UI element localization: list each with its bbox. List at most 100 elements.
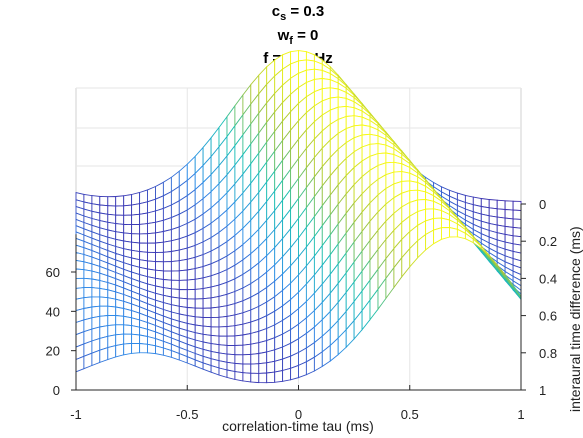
mesh-cell xyxy=(361,124,371,136)
mesh-cell xyxy=(512,218,522,229)
mesh-cell xyxy=(321,77,331,90)
mesh-cell xyxy=(353,115,363,127)
mesh-cell xyxy=(131,233,141,244)
mesh-cell xyxy=(512,226,522,238)
z-tick-label: 20 xyxy=(46,344,60,359)
mesh-cell xyxy=(131,203,141,216)
mesh-cell xyxy=(393,161,403,173)
mesh-cell xyxy=(147,343,156,355)
mesh-cell xyxy=(202,307,212,319)
mesh-cell xyxy=(170,288,180,299)
mesh-cell xyxy=(147,232,156,244)
x-tick-label: 1 xyxy=(517,407,524,422)
mesh-cell xyxy=(194,277,204,290)
mesh-cell xyxy=(202,317,212,328)
mesh-cell xyxy=(234,323,244,337)
x-tick-label: -0.5 xyxy=(176,407,198,422)
y-tick-label: 0.8 xyxy=(539,346,557,361)
mesh-cell xyxy=(234,371,244,382)
mesh-cell xyxy=(75,287,85,300)
mesh-cell xyxy=(194,298,204,309)
mesh-cell xyxy=(218,335,228,346)
mesh-cell xyxy=(170,279,180,290)
mesh-cell xyxy=(139,343,148,354)
mesh-cell xyxy=(139,201,148,215)
axes: -1 -0.5 0 0.5 1 0 20 40 60 0 0.2 0.4 0.6 0.8 1 xyxy=(46,197,558,422)
mesh-cell xyxy=(250,363,260,374)
mesh-cell xyxy=(99,287,109,299)
mesh-cell xyxy=(123,193,133,207)
mesh-cell xyxy=(218,305,228,318)
mesh-cell xyxy=(194,288,204,300)
mesh-cell xyxy=(139,212,148,225)
mesh-cell xyxy=(91,296,101,308)
mesh-cell xyxy=(250,372,260,384)
mesh-cell xyxy=(147,242,156,253)
mesh-cell xyxy=(250,342,260,355)
mesh-cell xyxy=(75,355,85,373)
mesh-cell xyxy=(115,306,125,317)
mesh-cell xyxy=(115,315,125,326)
mesh-cell xyxy=(139,242,148,253)
z-tick-label: 40 xyxy=(46,304,60,319)
mesh-cell xyxy=(162,261,172,272)
mesh-cell xyxy=(83,296,93,310)
mesh-cell xyxy=(234,344,244,356)
mesh-cell xyxy=(210,295,220,309)
mesh-cell xyxy=(123,204,133,216)
x-tick-label: -1 xyxy=(70,407,82,422)
mesh-cell xyxy=(107,345,117,361)
mesh-cell xyxy=(162,270,172,281)
y-tick-label: 0.2 xyxy=(539,234,557,249)
mesh-cell xyxy=(496,208,506,219)
chart-title-line2: wf = 0 xyxy=(277,27,319,47)
mesh-cell xyxy=(385,152,395,164)
mesh-cell xyxy=(417,189,427,201)
mesh-cell xyxy=(258,372,268,384)
mesh-cell xyxy=(131,191,141,206)
mesh-cell xyxy=(250,330,260,345)
mesh-cell xyxy=(226,325,236,337)
mesh-cell xyxy=(170,270,180,281)
mesh-cell xyxy=(512,209,522,220)
surface-mesh xyxy=(75,50,522,384)
mesh-cell xyxy=(226,335,236,346)
mesh-cell xyxy=(298,50,307,62)
mesh-cell xyxy=(194,266,204,280)
mesh-cell xyxy=(242,363,252,374)
mesh-cell xyxy=(433,227,442,245)
y-tick-label: 0.4 xyxy=(539,271,557,286)
mesh-cell xyxy=(99,305,109,317)
mesh-cell xyxy=(107,297,117,308)
mesh-cell xyxy=(155,251,164,263)
mesh-cell xyxy=(91,287,101,298)
mesh-cell xyxy=(504,200,514,211)
chart-title-line1: cs = 0.3 xyxy=(272,3,324,23)
mesh-cell xyxy=(186,278,196,291)
mesh-cell xyxy=(377,143,387,155)
mesh-cell xyxy=(107,305,117,316)
mesh-cell xyxy=(107,205,117,216)
mesh-cell xyxy=(234,312,244,327)
z-tick-label: 0 xyxy=(53,383,60,398)
mesh-cell xyxy=(242,332,252,346)
mesh-cell xyxy=(83,277,93,289)
mesh-cell xyxy=(202,297,212,309)
mesh-cell xyxy=(139,233,148,244)
mesh-cell xyxy=(234,362,244,374)
mesh-cell xyxy=(234,354,244,365)
mesh-cell xyxy=(162,240,172,253)
mesh-cell xyxy=(202,286,212,300)
mesh-cell xyxy=(115,214,125,225)
mesh-cell xyxy=(234,334,244,346)
mesh-cell xyxy=(162,229,172,243)
mesh-cell xyxy=(218,326,228,337)
x-tick-label: 0 xyxy=(295,407,302,422)
mesh-cell xyxy=(305,59,315,71)
mesh-cell xyxy=(155,345,164,356)
mesh-cell xyxy=(99,346,109,364)
mesh-cell xyxy=(186,256,196,271)
mesh-cell xyxy=(210,316,220,328)
mesh-cell xyxy=(178,247,188,262)
